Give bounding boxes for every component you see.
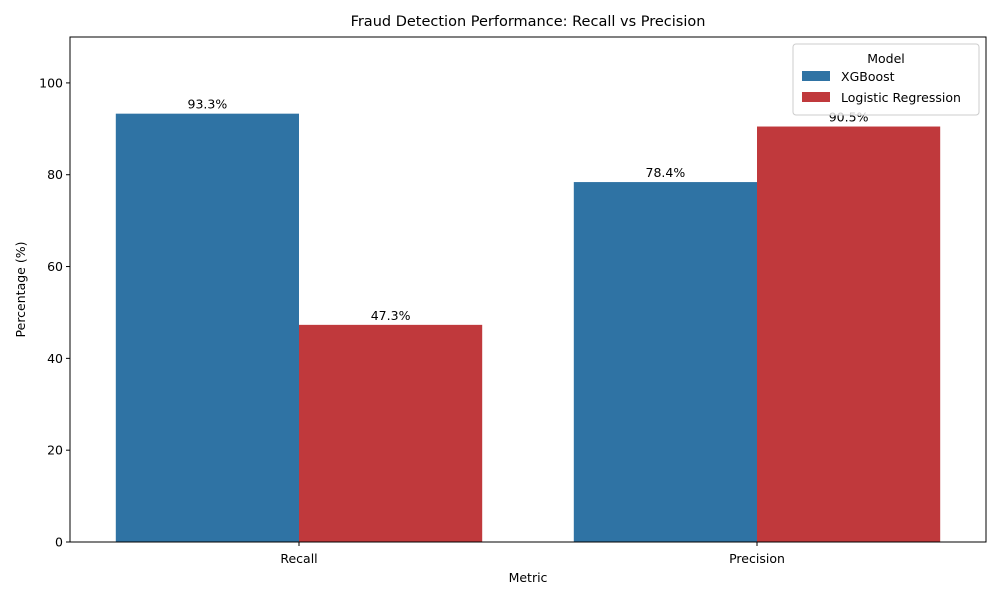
y-tick-label: 60 <box>47 259 63 274</box>
legend: Model XGBoost Logistic Regression <box>792 43 980 116</box>
y-axis-label: Percentage (%) <box>13 242 28 338</box>
y-tick-label: 0 <box>55 535 63 550</box>
x-axis: Recall Precision <box>280 542 785 566</box>
bar <box>299 324 483 542</box>
legend-label: XGBoost <box>841 69 895 84</box>
y-tick-label: 20 <box>47 443 63 458</box>
legend-box <box>792 43 980 116</box>
x-axis-label: Metric <box>509 570 548 585</box>
x-tick-label: Recall <box>280 551 317 566</box>
legend-swatch <box>802 71 830 81</box>
y-tick-label: 40 <box>47 351 63 366</box>
legend-title: Model <box>867 51 905 66</box>
legend-items: XGBoost Logistic Regression <box>802 69 961 105</box>
data-label: 47.3% <box>371 308 411 323</box>
y-tick-label: 80 <box>47 167 63 182</box>
data-label: 78.4% <box>646 165 686 180</box>
legend-swatch <box>802 92 830 102</box>
bar <box>573 182 757 542</box>
bar <box>757 126 941 542</box>
legend-label: Logistic Regression <box>841 90 961 105</box>
x-tick-label: Precision <box>729 551 785 566</box>
plot-frame <box>69 36 987 543</box>
chart-title: Fraud Detection Performance: Recall vs P… <box>351 14 706 30</box>
data-label: 93.3% <box>188 97 228 112</box>
bar <box>115 113 299 542</box>
plot-area: 93.3%78.4%47.3%90.5% <box>115 97 941 542</box>
y-axis: 0 20 40 60 80 100 <box>39 75 70 550</box>
y-tick-label: 100 <box>39 75 63 90</box>
